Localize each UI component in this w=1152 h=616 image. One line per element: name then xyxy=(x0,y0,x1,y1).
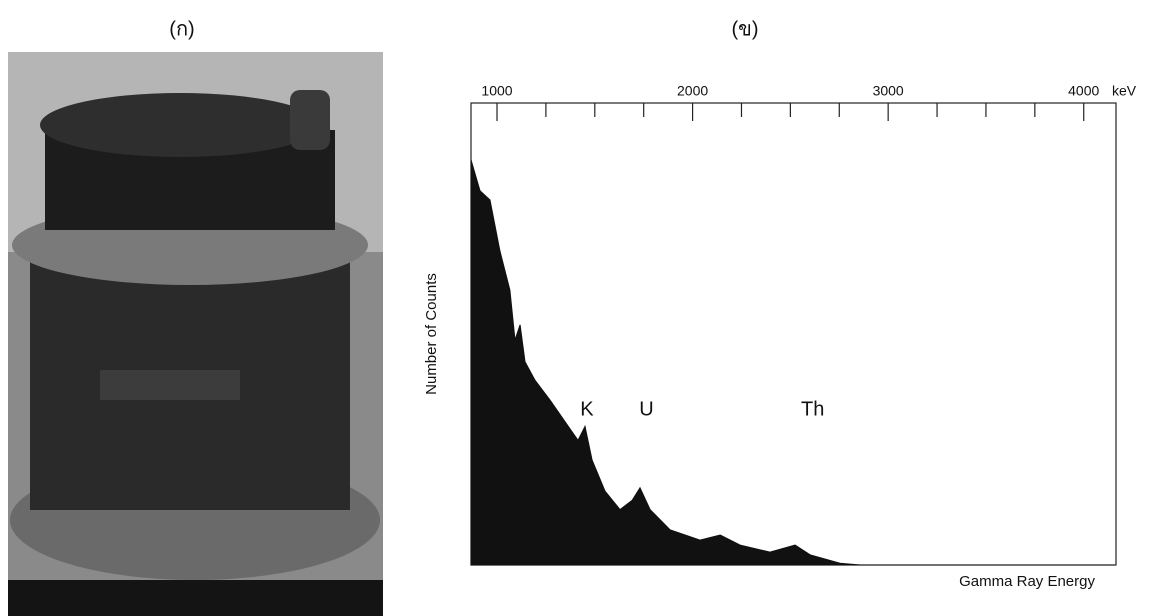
panel-label: (ข) xyxy=(732,18,759,40)
x-unit: keV xyxy=(1112,83,1137,99)
panel-label: (ก) xyxy=(169,18,194,40)
spectrum-area xyxy=(470,159,1115,566)
peak-label: K xyxy=(580,398,594,420)
x-tick-label: 2000 xyxy=(677,83,708,99)
x-tick-label: 4000 xyxy=(1068,83,1099,99)
photo xyxy=(8,52,383,616)
x-tick-label: 3000 xyxy=(873,83,904,99)
y-axis-title: Number of Counts xyxy=(423,273,440,395)
x-axis-title: Gamma Ray Energy xyxy=(959,573,1095,590)
peak-label: Th xyxy=(801,398,824,420)
x-tick-label: 1000 xyxy=(481,83,512,99)
peak-label: U xyxy=(639,398,653,420)
